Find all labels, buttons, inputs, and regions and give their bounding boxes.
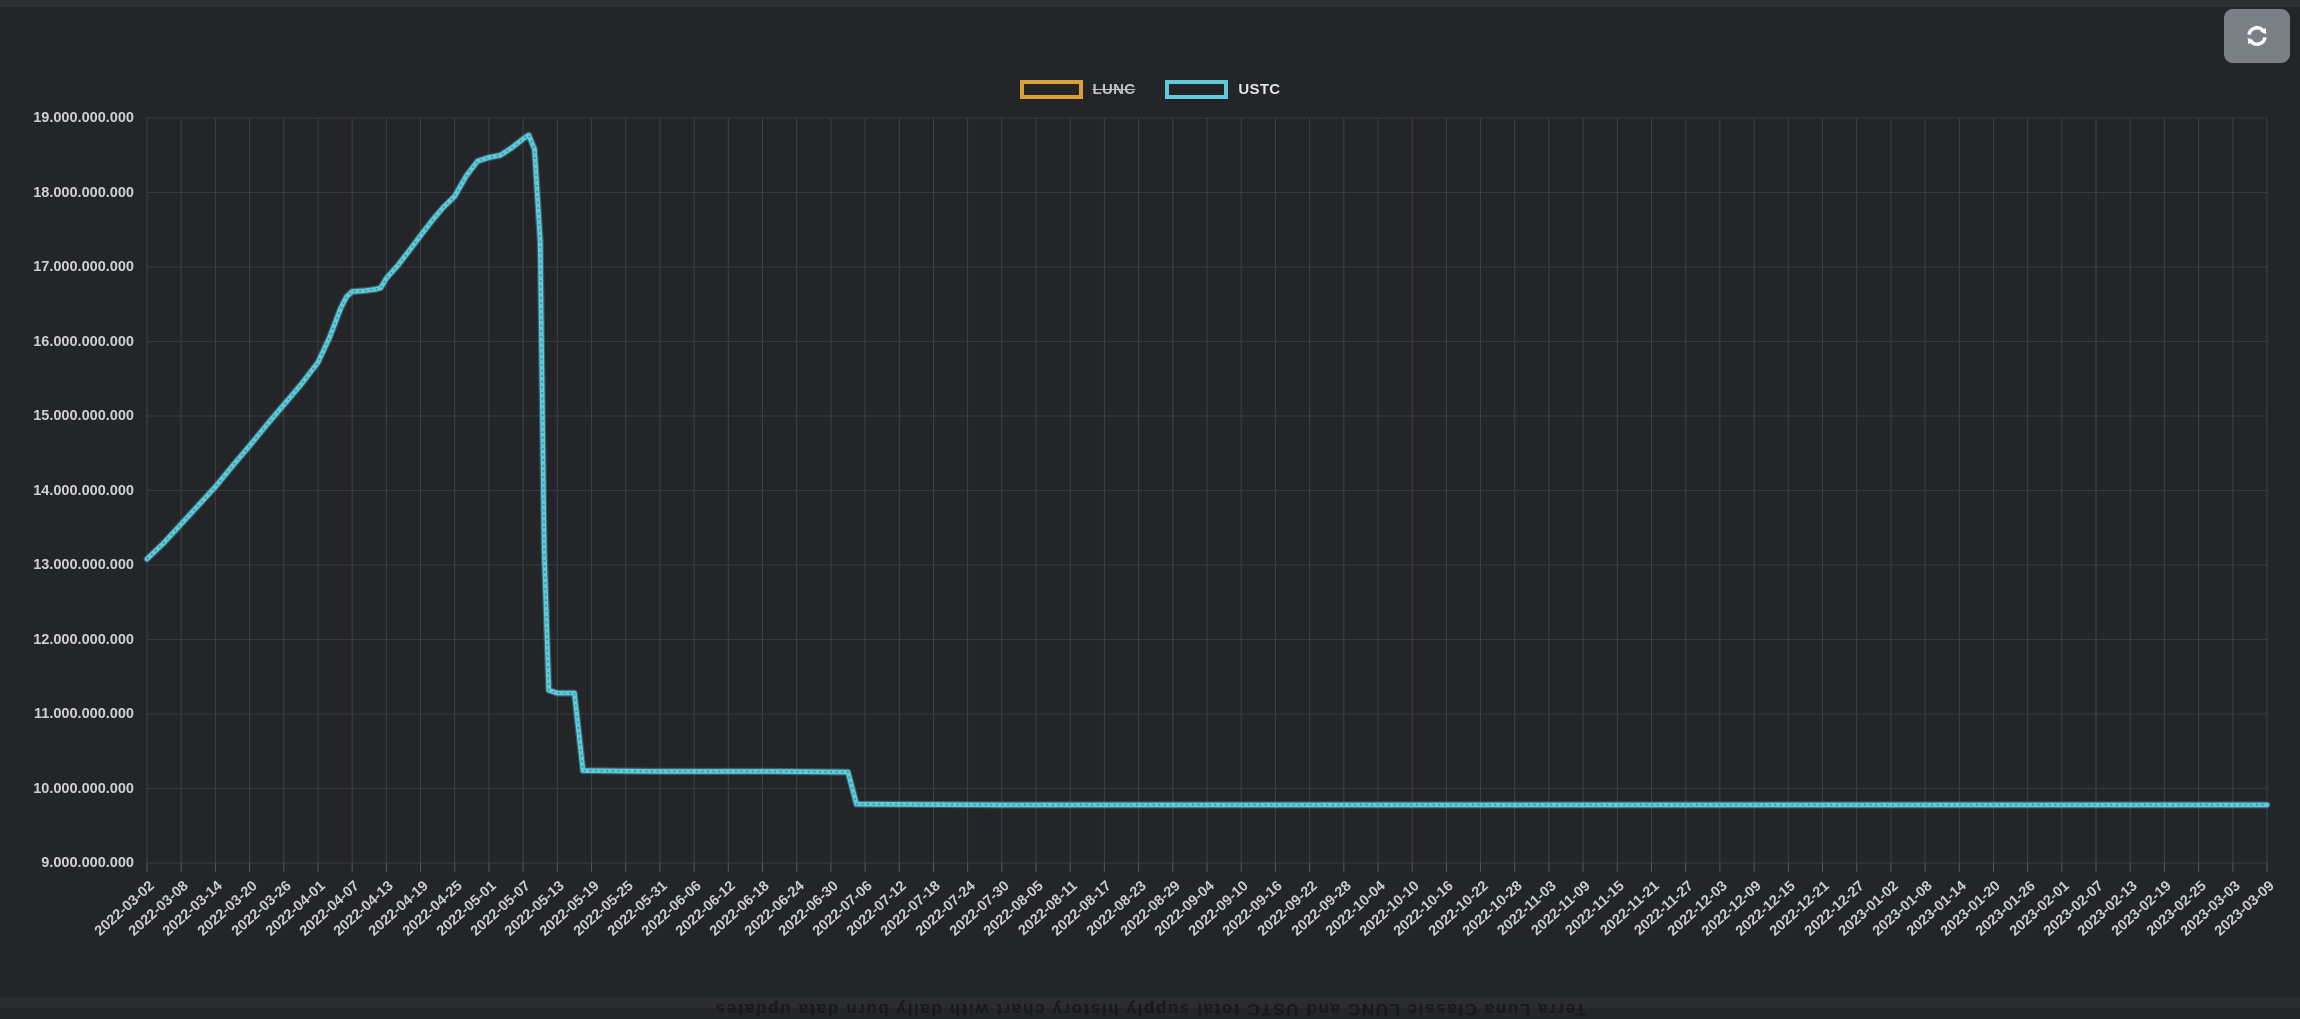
y-axis-label: 18.000.000.000 — [33, 184, 134, 201]
refresh-icon — [2247, 26, 2267, 46]
y-axis-label: 17.000.000.000 — [33, 259, 134, 275]
refresh-button[interactable] — [2224, 9, 2290, 63]
y-axis-label: 10.000.000.000 — [33, 780, 134, 797]
y-axis-label: 15.000.000.000 — [33, 408, 134, 424]
legend-swatch-lunc — [1019, 80, 1083, 99]
y-axis-label: 11.000.000.000 — [34, 706, 134, 722]
top-strip — [0, 0, 2300, 7]
y-axis-label: 12.000.000.000 — [33, 631, 134, 648]
legend-item-lunc[interactable]: LUNC — [1019, 80, 1136, 99]
y-axis-label: 19.000.000.000 — [33, 110, 134, 126]
y-axis-label: 9.000.000.000 — [41, 855, 134, 871]
legend-swatch-ustc — [1165, 80, 1229, 99]
y-axis-label: 13.000.000.000 — [33, 557, 134, 573]
y-axis-label: 14.000.000.000 — [33, 482, 134, 499]
bottom-strip — [0, 997, 2300, 1008]
legend-label-lunc: LUNC — [1092, 81, 1136, 98]
legend-label-ustc: USTC — [1238, 81, 1281, 98]
chart-legend: LUNC USTC — [0, 80, 2300, 99]
y-axis-label: 16.000.000.000 — [33, 333, 134, 350]
legend-item-ustc[interactable]: USTC — [1165, 80, 1280, 99]
flipped-text-strip: Terra Luna Classic LUNC and USTC total s… — [714, 1000, 1586, 1019]
